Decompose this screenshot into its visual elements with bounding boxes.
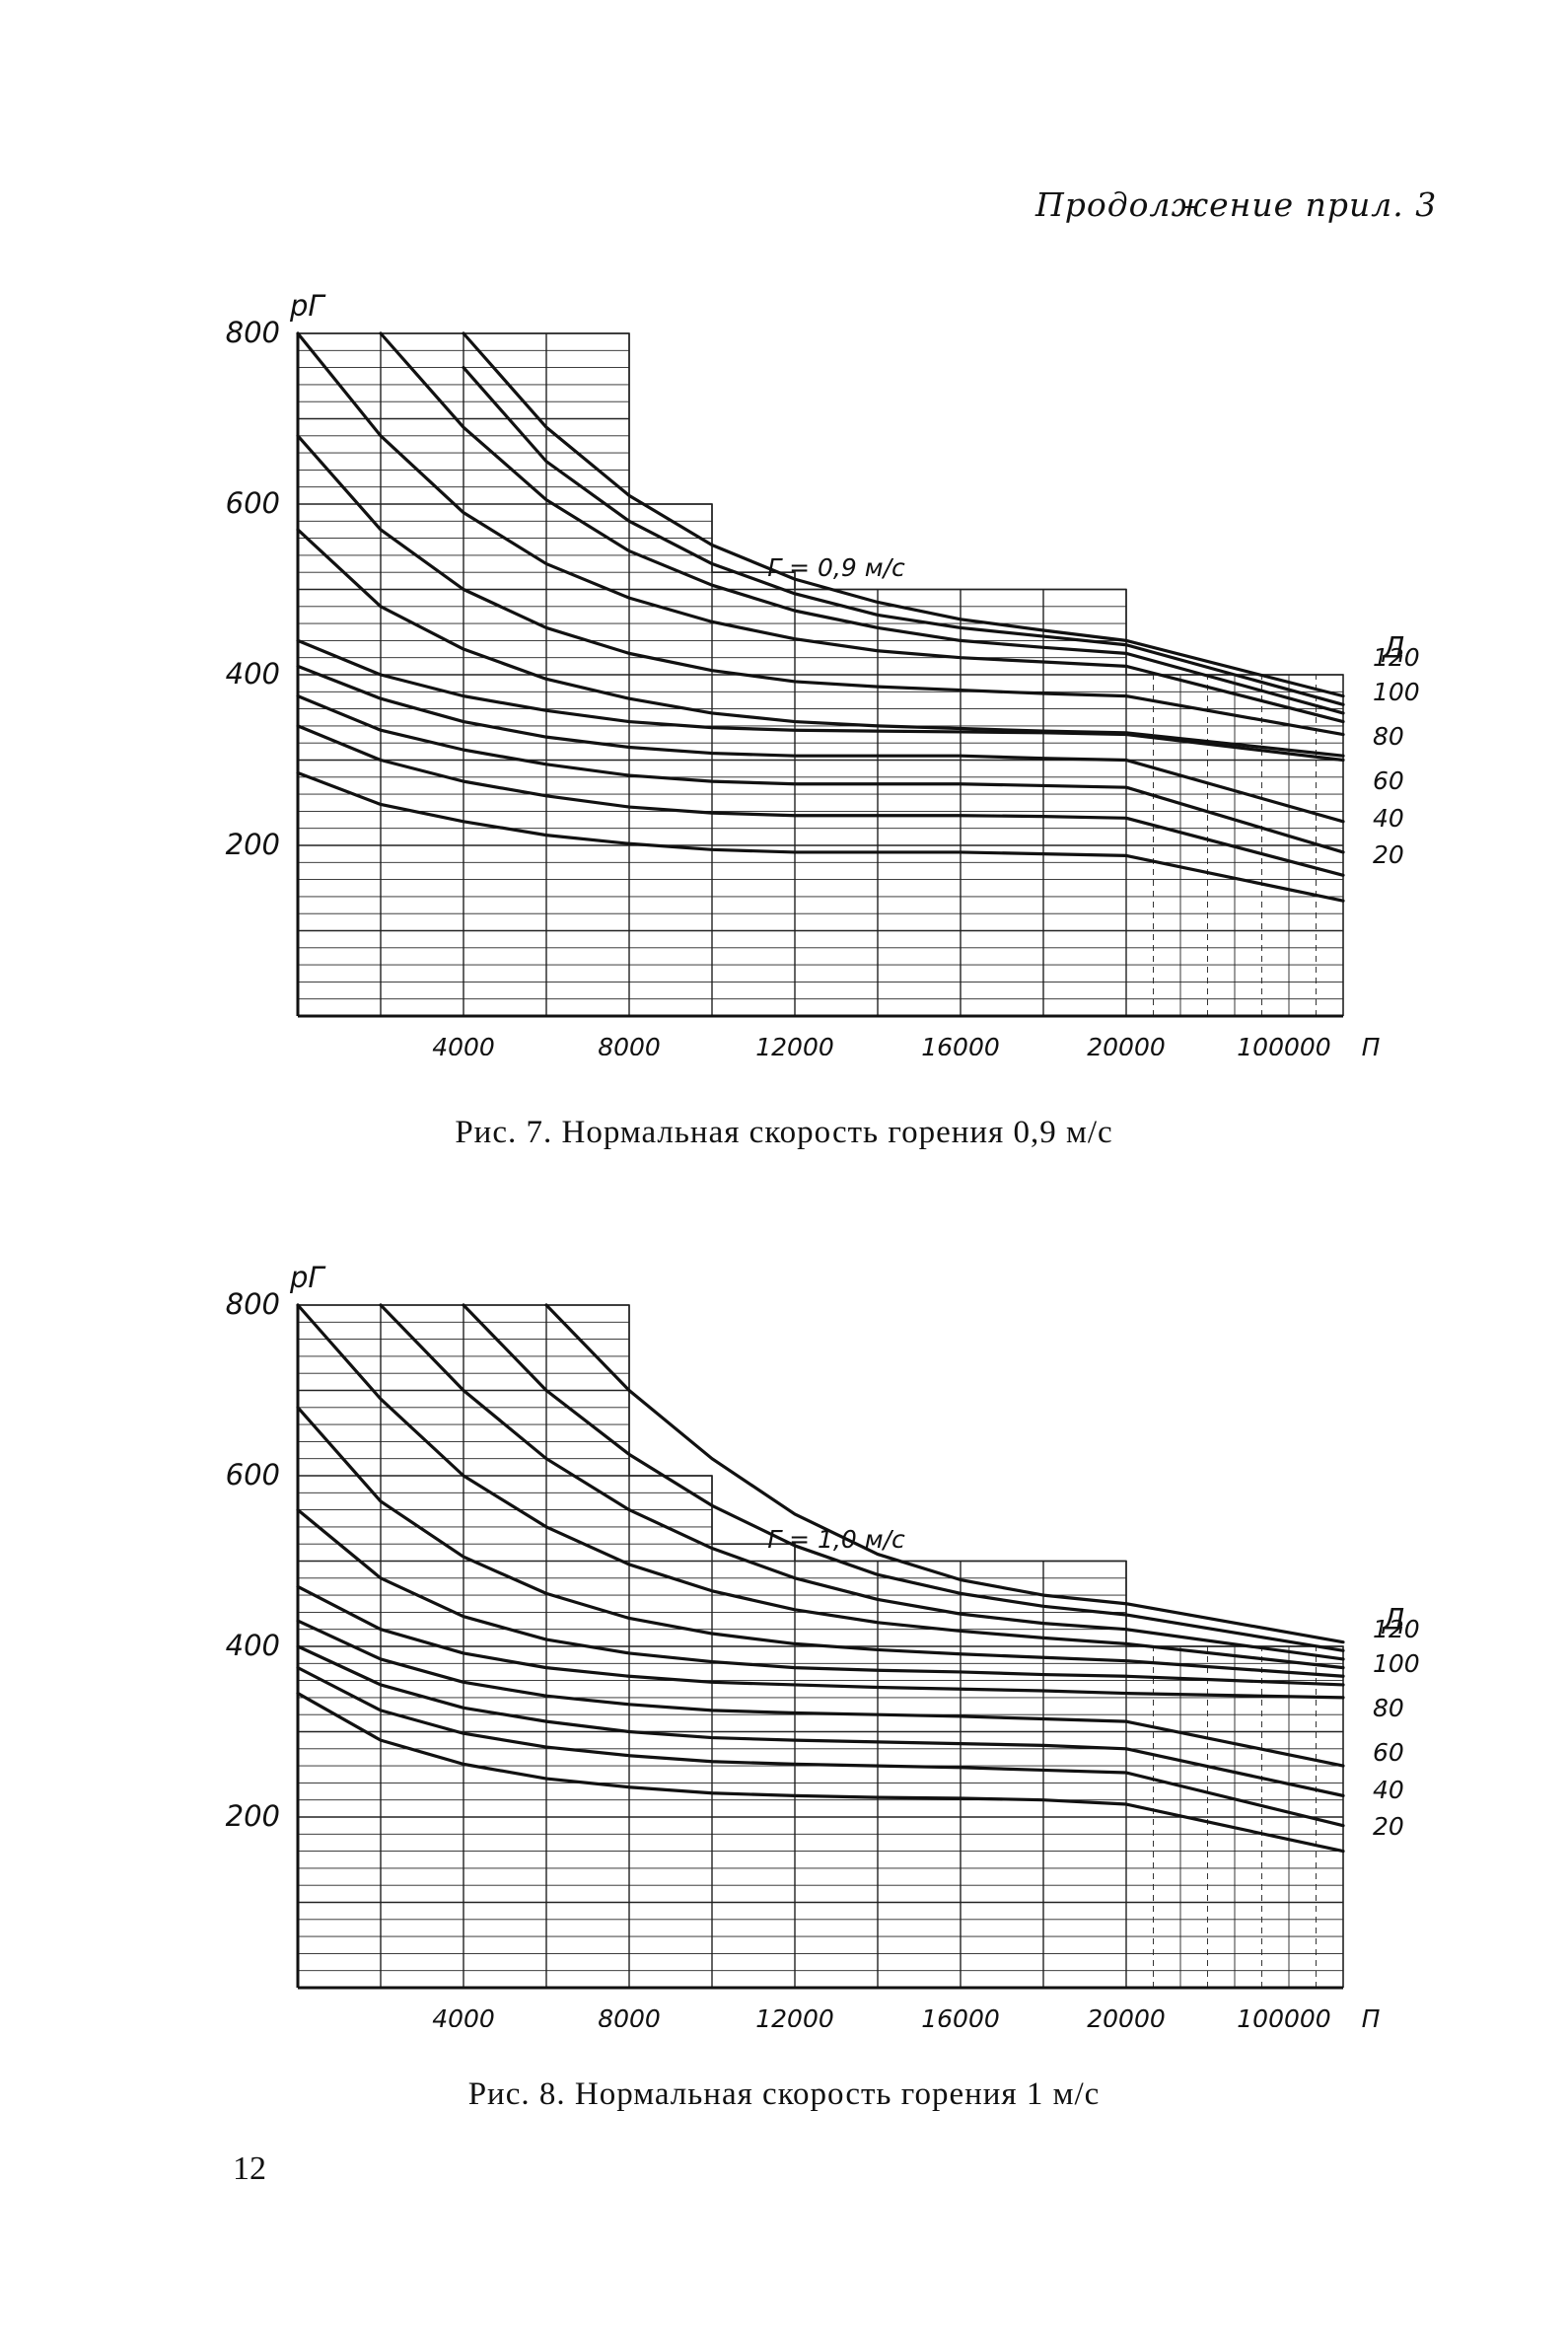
series-end-label: 40 [1373, 1776, 1404, 1804]
series-line [462, 366, 1345, 706]
series-end-label: 100 [1373, 1649, 1420, 1678]
y-tick-label: 200 [226, 1799, 280, 1833]
series-line [296, 331, 1345, 724]
x-tick-label: 4000 [432, 1033, 495, 1055]
caption-fig-7: Рис. 7. Нормальная скорость горения 0,9 … [455, 1115, 1113, 1150]
series-end-label: 100 [1373, 678, 1420, 706]
series-line [379, 1303, 1345, 1661]
series-line [296, 664, 1345, 824]
x-tick-label: 8000 [598, 2004, 661, 2027]
page-number: 12 [233, 2150, 266, 2187]
x-tick-label: 20000 [1087, 1033, 1166, 1055]
series-line [296, 528, 1345, 758]
header-note: Продолжение прил. 3 [1035, 185, 1438, 224]
x-tick-label: 16000 [921, 1033, 1000, 1055]
series-line [296, 1584, 1345, 1700]
x-tick-label: 100000 [1237, 1033, 1330, 1055]
x-tick-label: 16000 [921, 2004, 1000, 2027]
series-line [296, 724, 1345, 877]
series-end-label: 120 [1373, 643, 1420, 672]
x-axis-label: П [1362, 2004, 1381, 2027]
series-line [462, 331, 1345, 698]
y-tick-label: 800 [226, 316, 280, 349]
series-line [296, 1666, 1345, 1828]
series-end-label: 20 [1373, 840, 1404, 869]
x-tick-label: 20000 [1087, 2004, 1166, 2027]
series-line [296, 1508, 1345, 1687]
series-line [296, 1406, 1345, 1678]
series-line [296, 770, 1345, 903]
series-line [296, 638, 1345, 763]
y-tick-label: 200 [226, 828, 280, 861]
y-tick-label: 800 [226, 1287, 280, 1321]
series-end-label: 80 [1373, 722, 1404, 751]
series-line [296, 1303, 1345, 1670]
series-axis-label: Д [1381, 1603, 1405, 1637]
y-tick-label: 600 [226, 486, 280, 520]
series-end-label: 60 [1373, 766, 1404, 795]
series-line [296, 1644, 1345, 1797]
series-line [462, 1303, 1345, 1652]
series-end-label: 120 [1373, 1615, 1420, 1643]
y-axis-label: рГ [289, 289, 326, 323]
series-line [379, 331, 1345, 715]
y-tick-label: 400 [226, 657, 280, 691]
chart-fig-7: 200 400 600 800 рГ 4000 8000 12000 16000 20000 100… [226, 289, 1420, 1055]
series-axis-label: Д [1381, 631, 1405, 665]
x-tick-label: 12000 [755, 2004, 834, 2027]
x-axis-label: П [1362, 1033, 1381, 1055]
velocity-annotation: Г = 1,0 м/с [767, 1525, 905, 1554]
y-tick-label: 600 [226, 1458, 280, 1492]
chart-fig-8: 200 400 600 800 рГ 4000 8000 12000 16000 20000 100… [226, 1261, 1420, 2027]
series-line [296, 434, 1345, 737]
series-line [296, 1691, 1345, 1854]
caption-fig-8: Рис. 8. Нормальная скорость горения 1 м/… [467, 2076, 1101, 2112]
x-tick-label: 100000 [1237, 2004, 1330, 2027]
x-tick-label: 4000 [432, 2004, 495, 2027]
series-end-label: 40 [1373, 804, 1404, 833]
series-line [296, 694, 1345, 854]
series-line [296, 1619, 1345, 1768]
series-end-label: 80 [1373, 1694, 1404, 1722]
series-end-label: 20 [1373, 1812, 1404, 1841]
series-line [544, 1303, 1345, 1644]
x-tick-label: 8000 [598, 1033, 661, 1055]
y-tick-label: 400 [226, 1629, 280, 1662]
y-axis-label: рГ [289, 1261, 326, 1294]
series-end-label: 60 [1373, 1738, 1404, 1767]
x-tick-label: 12000 [755, 1033, 834, 1055]
